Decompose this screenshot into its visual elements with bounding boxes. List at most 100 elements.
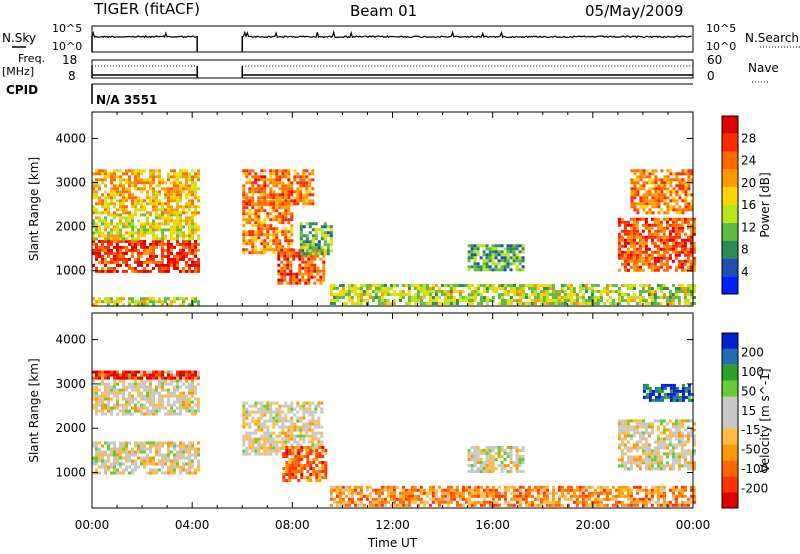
cell-velocity xyxy=(305,434,309,438)
cell-power xyxy=(665,235,669,239)
cell-velocity xyxy=(449,491,453,495)
cell-velocity xyxy=(494,467,498,470)
cell-velocity xyxy=(269,446,273,450)
freq-tick-top: 18 xyxy=(62,53,77,67)
cell-power xyxy=(173,225,176,229)
cell-power xyxy=(672,199,676,203)
cell-power xyxy=(512,299,516,302)
cell-velocity xyxy=(155,468,158,472)
cell-power xyxy=(158,169,161,173)
cell-velocity xyxy=(392,488,396,492)
cell-power xyxy=(545,299,549,302)
cell-power xyxy=(629,265,633,269)
cell-velocity xyxy=(191,373,194,377)
cell-velocity xyxy=(506,500,510,504)
cell-power xyxy=(125,239,128,243)
cell-power xyxy=(503,284,507,287)
cell-velocity xyxy=(443,488,447,492)
cell-power xyxy=(648,190,652,194)
cell-power xyxy=(542,290,546,293)
cell-velocity xyxy=(308,440,312,444)
cell-power xyxy=(671,235,675,239)
cell-power xyxy=(176,239,179,243)
cell-power xyxy=(299,246,303,250)
cell-velocity xyxy=(290,407,294,411)
cell-power xyxy=(512,262,516,266)
cell-power xyxy=(185,187,188,191)
cell-velocity xyxy=(290,443,294,447)
cell-power xyxy=(518,259,522,263)
cell-power xyxy=(257,206,261,210)
cell-velocity xyxy=(107,385,110,389)
cell-power xyxy=(284,172,288,176)
cell-power xyxy=(359,290,363,293)
cell-power xyxy=(617,220,621,224)
cell-power xyxy=(524,284,528,287)
cell-velocity xyxy=(455,485,459,489)
cell-power xyxy=(641,284,645,287)
cell-power xyxy=(149,211,152,215)
cell-velocity xyxy=(263,437,267,441)
cell-velocity xyxy=(347,500,351,504)
cell-power xyxy=(650,250,654,254)
cell-power xyxy=(269,196,273,200)
cell-power xyxy=(155,234,158,238)
cell-power xyxy=(140,169,143,173)
power-ytick-label: 2000 xyxy=(55,220,86,234)
cell-power xyxy=(632,226,636,230)
cell-power xyxy=(116,187,119,191)
cell-power xyxy=(152,297,155,301)
cell-power xyxy=(257,251,261,255)
cell-power xyxy=(659,287,663,290)
cell-power xyxy=(479,293,483,296)
cell-velocity xyxy=(386,491,390,495)
cell-velocity xyxy=(608,488,612,492)
cell-power xyxy=(455,302,459,305)
cell-power xyxy=(638,256,642,260)
cell-power xyxy=(521,287,525,290)
cell-power xyxy=(182,242,185,246)
cell-velocity xyxy=(503,500,507,504)
cell-power xyxy=(302,246,306,250)
cell-power xyxy=(191,181,194,185)
cell-velocity xyxy=(152,394,155,398)
cell-power xyxy=(470,253,474,257)
cell-velocity xyxy=(488,464,492,467)
cell-power xyxy=(92,205,95,209)
cell-power xyxy=(110,266,113,270)
cell-velocity xyxy=(449,494,453,498)
cell-power xyxy=(122,303,125,307)
cell-power xyxy=(191,263,194,267)
cell-velocity xyxy=(305,422,309,426)
cell-power xyxy=(158,175,161,179)
cell-velocity xyxy=(146,456,149,460)
cell-power xyxy=(452,299,456,302)
cell-velocity xyxy=(338,494,342,498)
cell-power xyxy=(95,248,98,252)
cell-power xyxy=(254,181,258,185)
cell-power xyxy=(182,239,185,243)
cell-velocity xyxy=(300,446,304,449)
cell-power xyxy=(620,250,624,254)
cell-velocity xyxy=(176,388,179,392)
cell-power xyxy=(116,257,119,261)
cell-power xyxy=(575,302,579,305)
cell-velocity xyxy=(281,416,285,420)
cell-power xyxy=(158,237,161,241)
cell-power xyxy=(557,299,561,302)
cell-velocity xyxy=(107,456,110,460)
cell-power xyxy=(107,303,110,307)
cell-velocity xyxy=(263,440,267,444)
cell-power xyxy=(92,242,95,246)
cell-power xyxy=(104,199,107,203)
cell-power xyxy=(650,235,654,239)
cell-power xyxy=(299,240,303,244)
cell-power xyxy=(645,199,649,203)
cell-power xyxy=(632,244,636,248)
cell-velocity xyxy=(572,494,576,498)
cell-power xyxy=(137,172,140,176)
cell-power xyxy=(599,299,603,302)
cell-power xyxy=(107,234,110,238)
cell-power xyxy=(644,235,648,239)
cell-power xyxy=(660,181,664,185)
